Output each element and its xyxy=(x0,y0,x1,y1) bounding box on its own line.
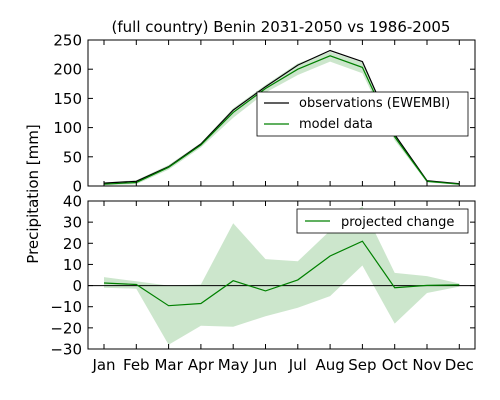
top-ytick-label: 200 xyxy=(53,61,82,79)
xtick-label-mar: Mar xyxy=(154,356,183,374)
xtick-label-aug: Aug xyxy=(315,356,344,374)
top-legend: observations (EWEMBI) model data xyxy=(257,92,468,136)
x-axis-ticks: Jan Feb Mar Apr May Jun Jul Aug Sep Oct Nov Dec xyxy=(91,40,473,374)
bottom-ytick-label: −10 xyxy=(50,298,82,316)
xtick-label-jun: Jun xyxy=(253,356,277,374)
xtick-label-jul: Jul xyxy=(288,356,307,374)
xtick-label-nov: Nov xyxy=(412,356,441,374)
bottom-ytick-label: 40 xyxy=(63,193,82,211)
bottom-ytick-label: 20 xyxy=(63,235,82,253)
top-ytick-label: 50 xyxy=(63,148,82,166)
bottom-ytick-label: 30 xyxy=(63,214,82,232)
xtick-label-oct: Oct xyxy=(382,356,408,374)
bottom-ytick-label: 0 xyxy=(72,277,82,295)
bottom-ytick-label: −20 xyxy=(50,319,82,337)
top-ytick-label: 150 xyxy=(53,90,82,108)
bottom-ytick-label: −30 xyxy=(50,341,82,359)
legend-observations-label: observations (EWEMBI) xyxy=(299,96,450,111)
xtick-label-apr: Apr xyxy=(188,356,215,374)
xtick-label-feb: Feb xyxy=(123,356,150,374)
y-axis-label: Precipitation [mm] xyxy=(24,124,42,263)
top-ytick-label: 250 xyxy=(53,32,82,50)
xtick-label-dec: Dec xyxy=(445,356,474,374)
top-ytick-label: 100 xyxy=(53,119,82,137)
xtick-label-sep: Sep xyxy=(348,356,376,374)
bottom-legend: projected change xyxy=(297,209,468,233)
chart-title: (full country) Benin 2031-2050 vs 1986-2… xyxy=(112,18,451,36)
xtick-label-jan: Jan xyxy=(91,356,115,374)
legend-model-data-label: model data xyxy=(299,117,373,132)
xtick-label-may: May xyxy=(218,356,249,374)
legend-projected-change-label: projected change xyxy=(341,215,454,230)
bottom-ytick-label: 10 xyxy=(63,256,82,274)
bottom-panel: −30 −20 −10 0 10 20 30 40 projected change xyxy=(50,193,475,359)
